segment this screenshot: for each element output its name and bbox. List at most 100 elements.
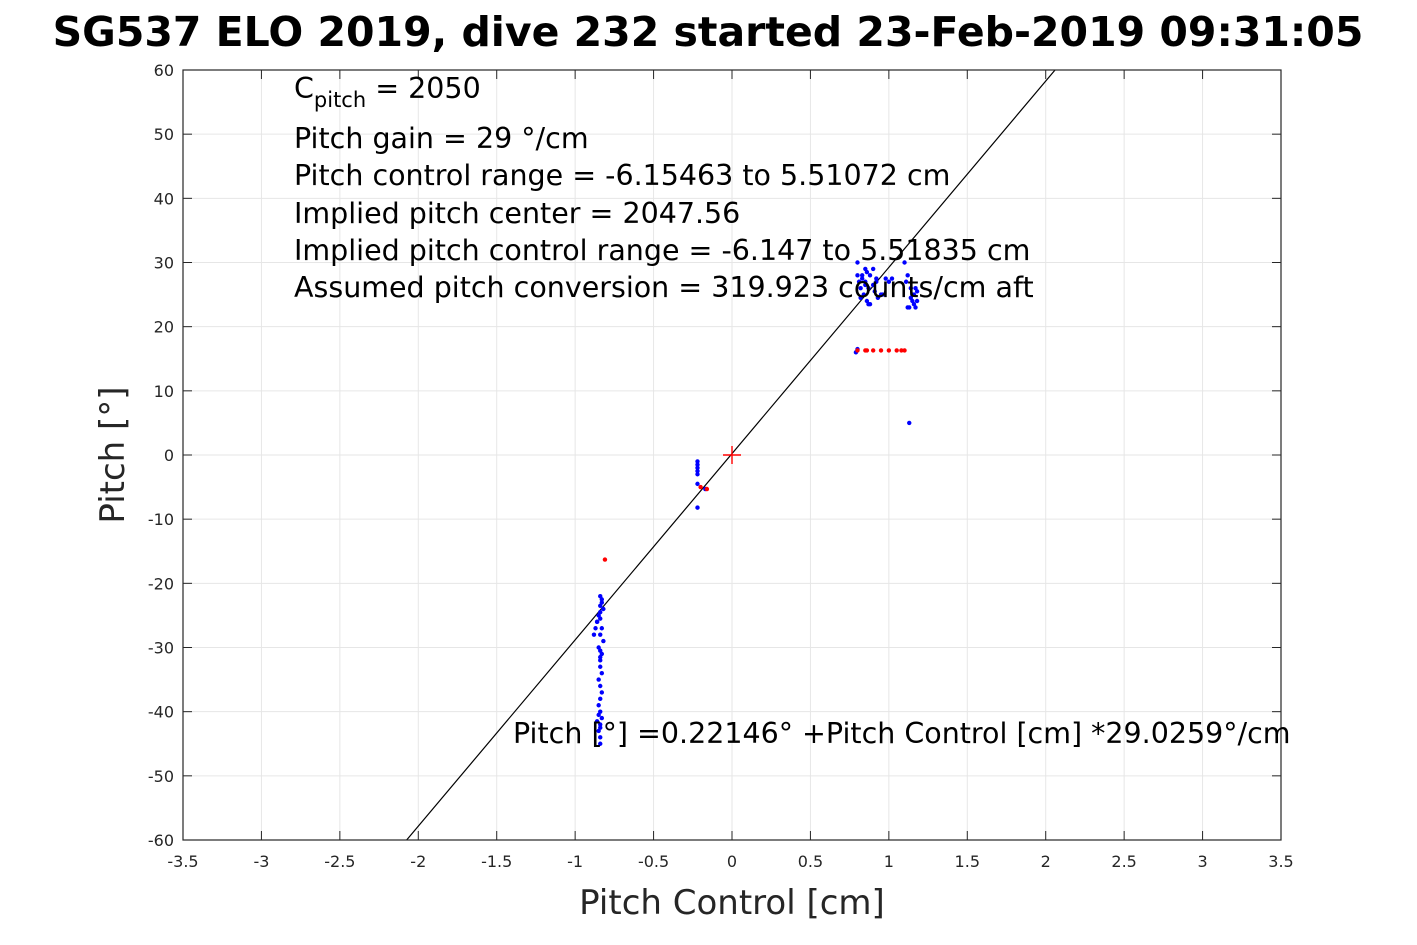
data-point xyxy=(914,298,920,304)
y-tick-label: 20 xyxy=(154,318,174,337)
data-point xyxy=(907,420,912,426)
data-point xyxy=(870,348,876,353)
data-point xyxy=(905,305,910,310)
data-point xyxy=(908,285,914,291)
data-point xyxy=(601,638,606,644)
x-tick-label: 3.5 xyxy=(1268,852,1293,871)
data-point xyxy=(903,279,909,284)
y-tick-label: 10 xyxy=(154,382,174,401)
data-point xyxy=(599,670,605,676)
data-point xyxy=(598,725,603,730)
data-point xyxy=(859,273,865,278)
y-tick-label: 40 xyxy=(154,189,174,208)
annotation-pitch-gain: Pitch gain = 29 °/cm xyxy=(294,122,589,155)
data-point xyxy=(894,348,899,353)
data-point xyxy=(695,468,700,474)
y-axis-label: Pitch [°] xyxy=(93,386,133,523)
data-point xyxy=(856,279,862,284)
center-marker-layer xyxy=(723,446,741,464)
x-axis-label: Pitch Control [cm] xyxy=(579,883,885,923)
x-tick-label: -1 xyxy=(567,852,583,871)
cpitch-annotation: Cpitch = 2050 xyxy=(294,72,481,112)
data-point xyxy=(596,712,601,718)
data-point xyxy=(880,292,885,297)
data-point xyxy=(695,465,700,471)
data-point xyxy=(874,279,879,284)
data-point xyxy=(594,719,600,724)
y-tick-label: 0 xyxy=(164,446,174,465)
x-tick-label: 1.5 xyxy=(955,852,980,871)
x-tick-label: 2 xyxy=(1041,852,1051,871)
data-point xyxy=(886,348,892,353)
data-point xyxy=(859,276,865,281)
data-point xyxy=(902,348,907,353)
data-point xyxy=(863,279,868,284)
x-tick-label: 3 xyxy=(1197,852,1207,871)
data-point xyxy=(599,715,605,721)
data-point xyxy=(872,289,877,294)
data-point xyxy=(874,276,879,281)
x-tick-label: -3.5 xyxy=(167,852,198,871)
data-point xyxy=(598,696,603,702)
data-point xyxy=(598,632,603,637)
data-point xyxy=(863,266,868,272)
axis-ticks: -3.5 -3 -2.5 -2 -1.5 -1 -0.5 0 0.5 1 1.5 2 2.5 3 3.5 -6… xyxy=(148,61,1294,871)
data-point xyxy=(598,735,603,740)
data-point xyxy=(598,603,603,608)
data-point xyxy=(598,648,603,653)
data-point xyxy=(866,302,871,307)
x-tick-label: -2 xyxy=(410,852,426,871)
data-point xyxy=(599,597,605,602)
data-point xyxy=(596,703,601,708)
data-point xyxy=(704,486,710,492)
data-point xyxy=(855,348,860,353)
cpitch-value: = 2050 xyxy=(366,72,481,105)
data-point xyxy=(886,279,892,284)
data-point xyxy=(601,606,606,612)
data-point xyxy=(855,273,860,278)
data-point xyxy=(598,683,603,689)
x-tick-label: 0.5 xyxy=(798,852,823,871)
x-tick-label: 1 xyxy=(884,852,894,871)
data-point xyxy=(598,741,603,746)
data-point xyxy=(598,654,603,660)
data-point xyxy=(598,722,603,727)
y-tick-label: -10 xyxy=(148,510,174,529)
data-point xyxy=(855,260,860,265)
data-point xyxy=(858,285,863,291)
data-point xyxy=(598,610,603,615)
data-point xyxy=(899,348,904,353)
data-point xyxy=(863,282,868,288)
y-tick-label: 50 xyxy=(154,125,174,144)
data-point xyxy=(599,626,605,631)
figure-title: SG537 ELO 2019, dive 232 started 23-Feb-… xyxy=(53,8,1364,56)
y-tick-label: -60 xyxy=(148,831,174,850)
data-point xyxy=(864,348,870,353)
grid xyxy=(182,69,1282,841)
y-tick-label: -40 xyxy=(148,703,174,722)
x-tick-label: 2.5 xyxy=(1111,852,1136,871)
x-tick-label: -1.5 xyxy=(481,852,512,871)
data-point xyxy=(599,690,605,695)
annotation-pitch-control-range: Pitch control range = -6.15463 to 5.5107… xyxy=(294,159,950,192)
data-point xyxy=(602,557,608,562)
data-point xyxy=(591,632,597,637)
y-tick-label: 60 xyxy=(154,61,174,80)
x-tick-label: -3 xyxy=(253,852,269,871)
series-1 xyxy=(602,348,907,562)
annotation-pitch-conversion: Assumed pitch conversion = 319.923 count… xyxy=(294,271,1034,304)
series-0 xyxy=(591,260,920,746)
annotation-implied-control-range: Implied pitch control range = -6.147 to … xyxy=(294,234,1030,267)
y-tick-label: -50 xyxy=(148,767,174,786)
y-tick-label: -30 xyxy=(148,639,174,658)
data-point xyxy=(594,619,600,625)
data-point xyxy=(695,481,700,487)
y-tick-label: 30 xyxy=(154,254,174,273)
data-point xyxy=(867,273,873,278)
data-point xyxy=(866,285,871,291)
data-point xyxy=(878,348,884,353)
data-point xyxy=(861,292,866,297)
data-point xyxy=(598,658,603,663)
data-point xyxy=(908,295,914,300)
data-point xyxy=(596,677,601,682)
